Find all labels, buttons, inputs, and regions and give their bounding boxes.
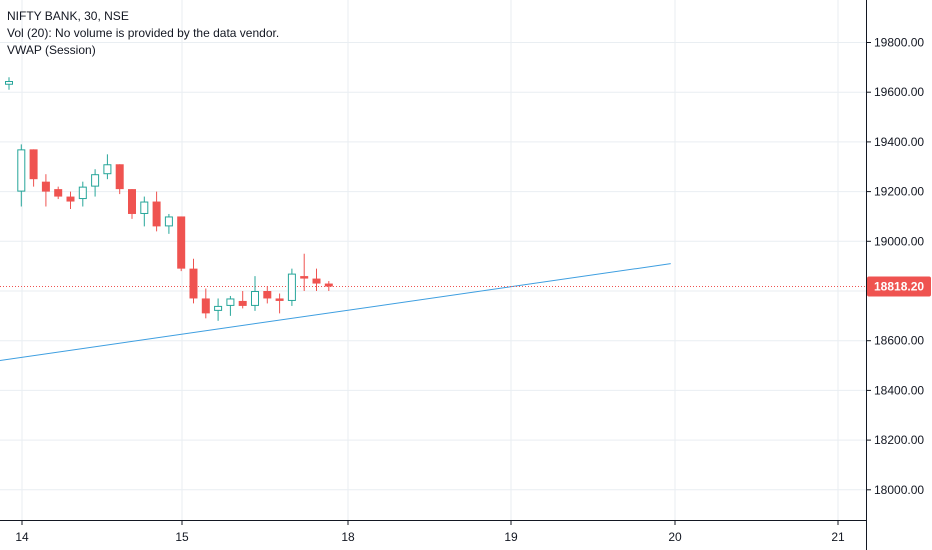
candle — [29, 149, 38, 187]
legend-volume[interactable]: Vol (20): No volume is provided by the d… — [7, 26, 280, 40]
candle — [78, 181, 87, 207]
candle-body-up — [78, 186, 87, 200]
candle-body-down — [263, 291, 272, 299]
candle — [140, 196, 149, 227]
y-tick-label: 19000.00 — [874, 234, 924, 248]
candle-body-down — [324, 283, 333, 287]
legend-vwap[interactable]: VWAP (Session) — [7, 43, 96, 57]
current-price-tag-bg — [867, 276, 931, 297]
candle-body-down — [238, 300, 247, 306]
candle-body-up — [5, 81, 13, 85]
candle — [287, 268, 296, 306]
candle — [275, 293, 284, 314]
candle — [66, 191, 75, 209]
trendline-layer — [0, 263, 671, 361]
candle-body-down — [115, 164, 124, 190]
candle-body-down — [29, 149, 38, 180]
y-tick-label: 19800.00 — [874, 36, 924, 50]
candle-body-down — [275, 298, 284, 301]
candle — [17, 144, 26, 207]
y-tick-label: 19200.00 — [874, 185, 924, 199]
candle — [324, 281, 333, 291]
candle — [312, 268, 321, 291]
candle — [263, 286, 272, 304]
candle-body-down — [54, 189, 63, 197]
candle — [115, 164, 124, 195]
candle — [226, 295, 235, 316]
trendline — [0, 263, 671, 361]
candle-body-up — [91, 174, 100, 187]
x-tick-label: 15 — [175, 530, 189, 544]
candle-body-up — [251, 291, 259, 306]
y-tick-label: 18400.00 — [874, 383, 924, 397]
candle — [238, 291, 247, 309]
candle — [5, 77, 13, 90]
x-tick-label: 14 — [15, 530, 29, 544]
candle-body-up — [287, 273, 296, 301]
candle — [164, 213, 173, 234]
y-tick-label: 19400.00 — [874, 135, 924, 149]
candles-layer — [5, 77, 333, 321]
candle — [300, 253, 309, 291]
legend-symbol[interactable]: NIFTY BANK, 30, NSE — [7, 9, 129, 23]
current-price-tag: 18818.20 — [867, 276, 931, 297]
candle — [91, 169, 100, 197]
candle — [251, 276, 259, 311]
candle-body-up — [214, 305, 223, 311]
candle-body-up — [140, 201, 149, 214]
y-tick-label: 18600.00 — [874, 334, 924, 348]
candle-body-down — [66, 196, 75, 202]
y-tick-label: 18000.00 — [874, 483, 924, 497]
candle-body-up — [164, 216, 173, 227]
x-tick-label: 18 — [341, 530, 355, 544]
current-price-label: 18818.20 — [874, 279, 924, 293]
x-tick-label: 21 — [831, 530, 845, 544]
candle — [177, 216, 186, 272]
legend: NIFTY BANK, 30, NSE Vol (20): No volume … — [7, 8, 279, 59]
y-tick-label: 18200.00 — [874, 433, 924, 447]
candle-body-down — [201, 298, 210, 314]
candle-body-down — [189, 268, 198, 299]
candle — [41, 174, 50, 207]
candle — [201, 288, 210, 319]
candle-body-down — [300, 276, 309, 279]
candle — [152, 191, 161, 232]
candle — [214, 298, 223, 321]
candle-body-down — [41, 181, 50, 192]
candle-body-down — [128, 189, 136, 214]
candle-body-up — [226, 298, 235, 306]
candle — [189, 258, 198, 304]
candle-body-down — [312, 278, 321, 284]
candle-body-up — [17, 149, 26, 192]
candle — [54, 186, 63, 200]
candle-body-down — [177, 216, 186, 269]
x-tick-label: 19 — [504, 530, 518, 544]
candle-body-down — [152, 201, 161, 227]
y-tick-label: 19600.00 — [874, 85, 924, 99]
candle-body-up — [103, 164, 112, 175]
candle — [128, 189, 136, 219]
candle — [103, 154, 112, 180]
grid — [0, 0, 866, 520]
x-tick-label: 20 — [668, 530, 682, 544]
